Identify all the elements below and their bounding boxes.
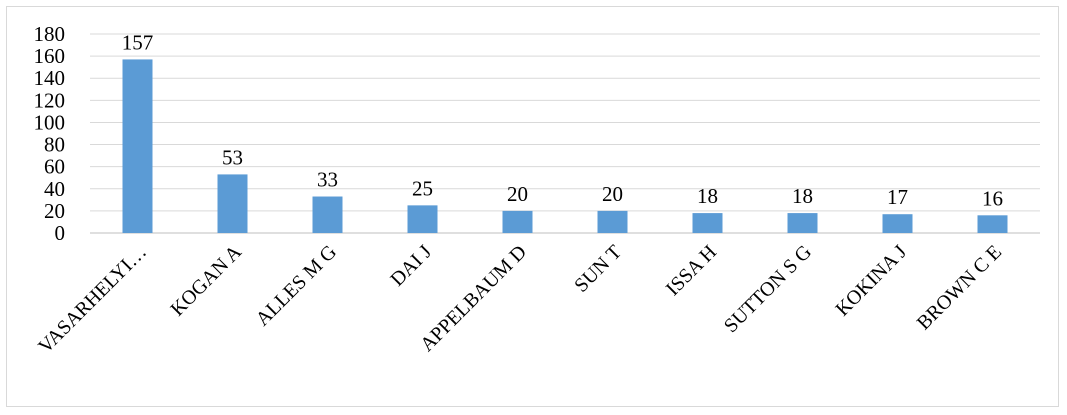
x-tick-label: DAI J [386, 241, 436, 291]
x-tick-label: SUN T [570, 241, 626, 297]
x-tick-label: VASARHELYI… [34, 241, 151, 358]
bar [502, 210, 533, 233]
y-tick-label: 180 [34, 22, 66, 46]
data-labels: 157 53 33 25 20 20 18 18 17 16 [122, 30, 1003, 210]
x-tick-label: BROWN C E [913, 241, 1006, 334]
x-tick-label: SUTTON S G [720, 241, 816, 337]
y-tick-label: 60 [44, 155, 65, 179]
bar [122, 59, 153, 233]
y-tick-label: 160 [34, 44, 66, 68]
y-tick-label: 0 [55, 221, 66, 245]
y-tick-label: 80 [44, 133, 65, 157]
bar [977, 215, 1008, 233]
x-tick-label: ALLES M G [252, 241, 341, 330]
data-label: 20 [507, 182, 528, 206]
data-label: 20 [602, 182, 623, 206]
bars [122, 59, 1008, 233]
data-label: 33 [317, 168, 338, 192]
x-tick-label: KOGAN A [166, 241, 246, 321]
y-tick-label: 120 [34, 88, 66, 112]
x-axis-tick-labels: VASARHELYI… KOGAN A ALLES M G DAI JAPPELBAU… [34, 241, 1006, 358]
x-tick-label: ISSA H [662, 241, 721, 300]
data-label: 25 [412, 176, 433, 200]
bar [597, 210, 628, 233]
bar [217, 174, 248, 233]
x-tick-label: KOKINA J [831, 241, 911, 321]
y-tick-label: 40 [44, 177, 65, 201]
data-label: 157 [122, 30, 154, 54]
bar [882, 214, 913, 233]
y-tick-label: 140 [34, 66, 66, 90]
y-tick-label: 100 [34, 110, 66, 134]
data-label: 16 [982, 186, 1003, 210]
bar [407, 205, 438, 233]
bar [692, 213, 723, 233]
chart-frame [6, 6, 1059, 407]
data-label: 53 [222, 145, 243, 169]
data-label: 17 [887, 185, 908, 209]
bar [787, 213, 818, 233]
data-label: 18 [792, 184, 813, 208]
data-label: 18 [697, 184, 718, 208]
y-tick-label: 20 [44, 199, 65, 223]
gridlines [90, 33, 1040, 234]
bar [312, 196, 343, 233]
